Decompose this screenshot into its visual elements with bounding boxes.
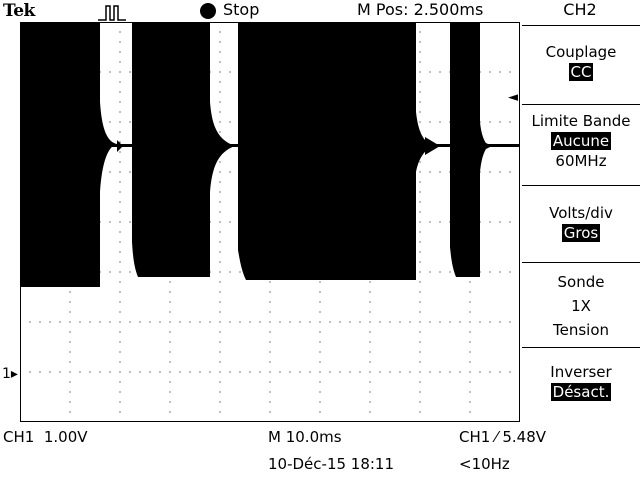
menu-item-value: Désact. <box>550 383 612 401</box>
ch1-scale: CH1 1.00V <box>3 428 88 446</box>
menu-separator <box>522 185 640 186</box>
waveform-display <box>20 22 520 422</box>
menu-separator <box>522 104 640 105</box>
menu-item-value: CC <box>568 63 594 81</box>
waveform-trace <box>20 22 520 287</box>
date-time: 10-Déc-15 18:11 <box>268 455 395 473</box>
menu-item-volts-div[interactable]: Volts/div Gros <box>522 203 640 243</box>
time-scale: M 10.0ms <box>268 428 342 446</box>
acquisition-state: Stop <box>223 0 260 19</box>
menu-item-label: Sonde <box>557 273 605 291</box>
pulse-trigger-icon <box>98 5 126 21</box>
menu-item-value: Aucune <box>550 132 612 150</box>
menu-item-label: Limite Bande <box>531 112 631 130</box>
menu-separator <box>522 262 640 263</box>
menu-item-couplage[interactable]: Couplage CC <box>522 42 640 82</box>
menu-separator <box>522 25 640 26</box>
menu-item-label: Couplage <box>545 43 617 61</box>
menu-item-limite-bande[interactable]: Limite Bande Aucune 60MHz <box>522 111 640 171</box>
menu-item-extra: 60MHz <box>555 152 607 170</box>
menu-item-label: Volts/div <box>549 204 613 222</box>
menu-item-value: Gros <box>561 224 601 242</box>
trigger-level-marker: ◄ <box>508 90 518 105</box>
menu-title: CH2 <box>563 0 597 19</box>
menu-item-value: 1X <box>571 297 591 315</box>
trigger-info: CH1 ⁄ 5.48V <box>459 428 546 446</box>
menu-item-sonde[interactable]: Sonde 1X Tension <box>522 270 640 342</box>
horizontal-position: M Pos: 2.500ms <box>357 0 484 19</box>
trigger-frequency: <10Hz <box>459 455 510 473</box>
menu-item-label: Inverser <box>550 363 612 381</box>
brand-logo: Tek <box>3 1 35 21</box>
menu-item-extra: Tension <box>552 321 609 339</box>
ch1-ground-marker: 1▸ <box>2 366 18 382</box>
menu-item-inverser[interactable]: Inverser Désact. <box>522 362 640 402</box>
menu-separator <box>522 347 640 348</box>
acquisition-state-icon <box>200 3 216 19</box>
